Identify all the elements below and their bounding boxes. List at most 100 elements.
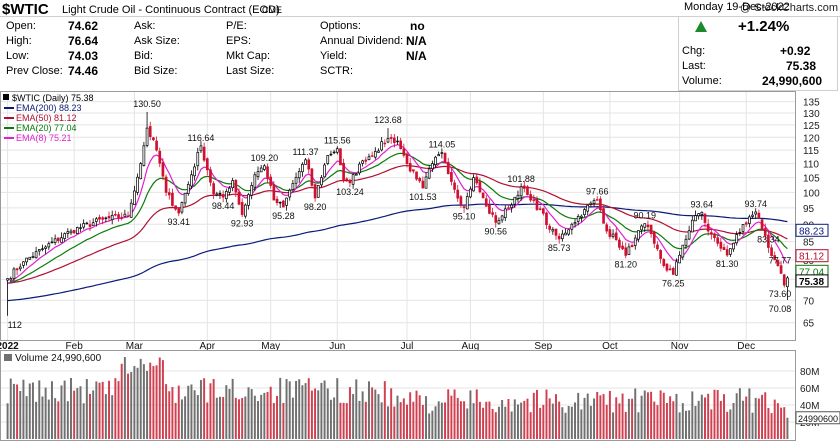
volume-bar (412, 401, 415, 439)
candle-body (551, 229, 555, 232)
volume-bar (748, 388, 751, 439)
price-grid (1, 92, 795, 340)
candle-body (621, 245, 624, 250)
volume-bar (377, 394, 380, 439)
swing-label: 77.77 (769, 255, 792, 265)
candle-body (748, 216, 751, 224)
volume-bar (608, 390, 611, 439)
candle-body (526, 186, 529, 196)
volume-bar (31, 382, 34, 439)
candle-body (145, 127, 149, 146)
volume-bar (123, 357, 126, 439)
ticker-symbol: $WTIC (2, 1, 49, 18)
volume-bar (257, 401, 260, 439)
volume-bar (307, 378, 310, 439)
candle-body (123, 213, 127, 217)
header-divider (0, 16, 840, 17)
volume-bar (456, 397, 459, 439)
candle-body (72, 229, 76, 234)
candle-body (741, 224, 745, 232)
volume-bar (155, 365, 158, 439)
volume-bar (428, 413, 431, 439)
volume-bar (168, 391, 171, 439)
ask-size-label: Ask Size: (134, 35, 180, 47)
candle-body (240, 202, 244, 215)
candle-body (456, 189, 460, 199)
volume-value-tag-label: 24990600 (798, 414, 838, 424)
candle-body (339, 148, 342, 166)
candle-body (332, 151, 336, 154)
candle-body (297, 171, 301, 179)
legend-entry: EMA(8) 75.21 (16, 133, 72, 143)
volume-bar (605, 404, 608, 439)
candle-body (767, 234, 770, 248)
candle-body (291, 183, 295, 190)
candle-body (605, 224, 609, 232)
price-tick-label: 135 (803, 98, 820, 109)
volume-bar (738, 388, 741, 439)
swing-label: 70.08 (769, 304, 792, 314)
candle-body (60, 237, 63, 243)
volume-legend: Volume 24,990,600 (4, 353, 102, 364)
candle-body (770, 247, 773, 257)
volume-bar (494, 412, 497, 439)
right-value-tag (795, 223, 829, 237)
ema20-line (7, 152, 788, 284)
volume-bar (751, 412, 754, 439)
volume-bar (142, 364, 145, 439)
volume-bar (650, 391, 653, 439)
candle-body (592, 200, 596, 204)
volume-bar (516, 404, 519, 439)
candle-body (522, 185, 526, 189)
volume-bar (624, 411, 627, 439)
volume-bar (133, 366, 136, 439)
volume-bar (12, 383, 15, 439)
volume-bar (704, 397, 706, 439)
swing-label: 98.44 (212, 201, 235, 211)
volume-bar (203, 378, 206, 439)
volume-bar (672, 401, 675, 439)
swing-label: 130.50 (133, 99, 161, 109)
volume-bar (339, 402, 342, 439)
volume-bar (662, 392, 665, 439)
candle-body (646, 224, 650, 228)
candle-body (82, 223, 85, 228)
volume-bar (38, 380, 41, 439)
volume-grid (1, 370, 795, 423)
candle-body (675, 261, 678, 276)
candle-body (703, 213, 707, 223)
high-label: High: (6, 35, 32, 47)
volume-bar (555, 394, 557, 439)
legend-entry: EMA(200) 88.23 (16, 103, 82, 113)
candle-body (472, 177, 475, 192)
swing-label: 81.20 (614, 259, 637, 269)
volume-bar (754, 397, 757, 439)
volume-bar (488, 401, 491, 439)
volume-bar (659, 390, 662, 439)
price-tick-label: 70 (803, 296, 815, 307)
candle-body (301, 163, 304, 173)
volume-bar (193, 390, 196, 439)
candle-body (212, 183, 215, 195)
candle-body (570, 223, 574, 230)
volume-bar (425, 396, 428, 439)
candle-body (316, 184, 320, 198)
volume-bar (535, 389, 538, 439)
series-icon (3, 94, 9, 100)
ticker-description: Light Crude Oil - Continuous Contract (E… (62, 4, 280, 16)
candle-body (263, 165, 266, 170)
volume-bar (269, 386, 272, 439)
date-tick-label: 2022 (0, 341, 19, 350)
candle-body (221, 194, 225, 198)
volume-bar (215, 397, 218, 439)
volume-bar (618, 403, 621, 439)
candle-body (250, 185, 254, 196)
volume-chart: 20M40M60M80M24990600 Volume 24,990,600 (0, 350, 840, 441)
volume-bar (19, 391, 22, 439)
volume-bar (504, 406, 507, 439)
candle-body (278, 201, 282, 204)
volume-bar (161, 360, 164, 439)
candle-body (665, 263, 669, 271)
candle-body (228, 187, 231, 193)
candle-body (424, 176, 428, 189)
